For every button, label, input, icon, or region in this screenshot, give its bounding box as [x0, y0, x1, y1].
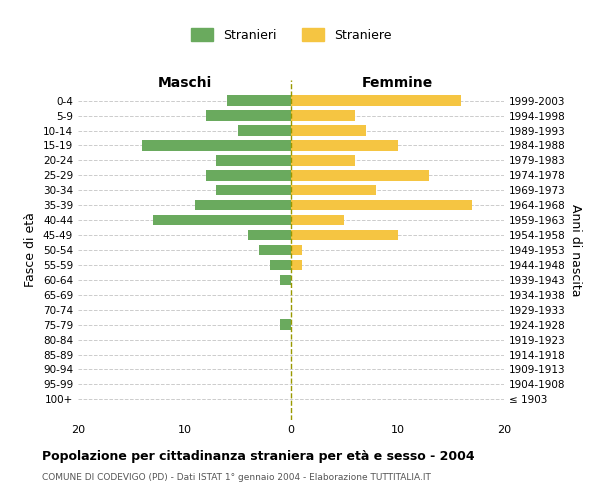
Bar: [248, 230, 291, 240]
Bar: [206, 110, 291, 121]
Bar: [291, 110, 355, 121]
Bar: [291, 200, 472, 210]
Bar: [227, 96, 291, 106]
Bar: [280, 274, 291, 285]
Text: Maschi: Maschi: [157, 76, 212, 90]
Bar: [291, 230, 398, 240]
Bar: [291, 126, 365, 136]
Bar: [291, 140, 398, 150]
Y-axis label: Fasce di età: Fasce di età: [25, 212, 37, 288]
Bar: [217, 185, 291, 196]
Text: Popolazione per cittadinanza straniera per età e sesso - 2004: Popolazione per cittadinanza straniera p…: [42, 450, 475, 463]
Bar: [152, 215, 291, 226]
Bar: [291, 170, 430, 180]
Text: Femmine: Femmine: [362, 76, 433, 90]
Bar: [291, 245, 302, 255]
Legend: Stranieri, Straniere: Stranieri, Straniere: [191, 28, 392, 42]
Bar: [291, 96, 461, 106]
Bar: [270, 260, 291, 270]
Bar: [259, 245, 291, 255]
Bar: [291, 260, 302, 270]
Text: COMUNE DI CODEVIGO (PD) - Dati ISTAT 1° gennaio 2004 - Elaborazione TUTTITALIA.I: COMUNE DI CODEVIGO (PD) - Dati ISTAT 1° …: [42, 472, 431, 482]
Bar: [195, 200, 291, 210]
Bar: [280, 320, 291, 330]
Bar: [291, 215, 344, 226]
Y-axis label: Anni di nascita: Anni di nascita: [569, 204, 582, 296]
Bar: [291, 185, 376, 196]
Bar: [291, 155, 355, 166]
Bar: [217, 155, 291, 166]
Bar: [238, 126, 291, 136]
Bar: [142, 140, 291, 150]
Bar: [206, 170, 291, 180]
